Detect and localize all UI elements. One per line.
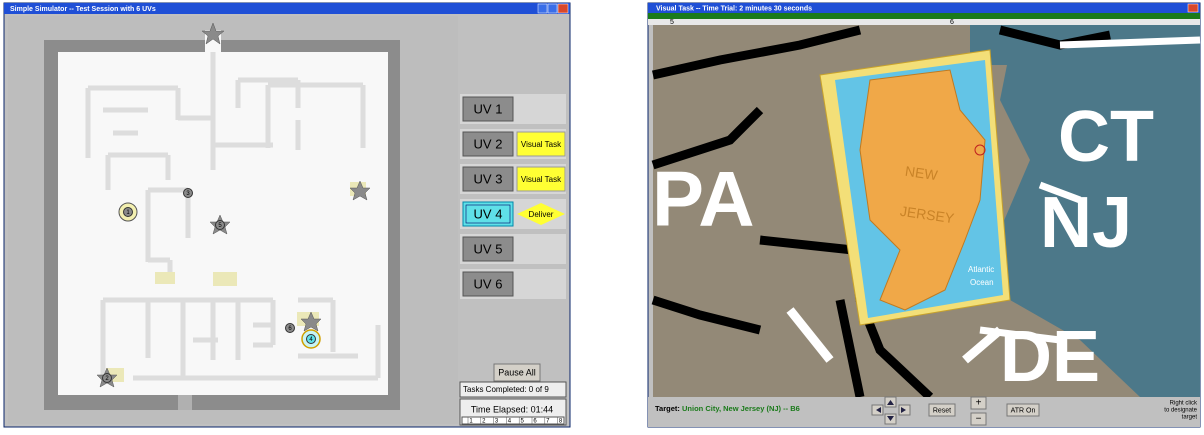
- visual-task-button[interactable]: [516, 166, 566, 192]
- uv-icon-label: 5: [218, 223, 222, 229]
- deliver-label: Deliver: [529, 210, 554, 219]
- uv-label: UV 6: [474, 276, 503, 291]
- visual-task-label: Visual Task: [521, 140, 562, 149]
- uv-button[interactable]: [462, 271, 514, 297]
- timeline-label: 6: [533, 419, 537, 425]
- uv-icon[interactable]: [215, 220, 225, 230]
- atr-label: ATR On: [1011, 407, 1036, 414]
- ruler-label: 6: [950, 19, 954, 26]
- close[interactable]: [1187, 3, 1199, 13]
- uv-icon-label: 6: [288, 326, 292, 332]
- inset-label: JERSEY: [899, 203, 956, 227]
- zoom-in-button[interactable]: [970, 396, 987, 410]
- pause-label: Pause All: [498, 367, 536, 377]
- zoom-in-label: +: [976, 398, 982, 409]
- uv-button[interactable]: [462, 131, 514, 157]
- timeline-label: 5: [521, 419, 525, 425]
- inset-label: Ocean: [970, 278, 994, 287]
- hint: to designate: [1164, 408, 1197, 414]
- zoom-out-label: −: [976, 414, 982, 425]
- target-value: Union City, New Jersey (NJ) -- B6: [682, 404, 800, 413]
- atr-button[interactable]: [1006, 403, 1040, 417]
- maximize[interactable]: [547, 3, 558, 14]
- timeline-label: 1: [469, 419, 473, 425]
- ruler: [648, 19, 1200, 25]
- title-bar: [4, 3, 570, 14]
- map-label: PA: [652, 155, 755, 243]
- map-label: DE: [1000, 317, 1100, 397]
- arrow-icons: [876, 400, 906, 421]
- uv-button[interactable]: [462, 201, 514, 227]
- uv-button[interactable]: [462, 166, 514, 192]
- zoom-out-button[interactable]: [970, 412, 987, 426]
- visual-task-window: Visual Task -- Time Trial: 2 minutes 30 …: [647, 2, 1201, 428]
- exit: [178, 395, 192, 410]
- reset-button[interactable]: [928, 403, 956, 417]
- hint: target: [1182, 415, 1198, 421]
- reset-label: Reset: [933, 407, 951, 414]
- uv-icon[interactable]: [102, 373, 112, 383]
- uv-icon-label: 4: [309, 337, 313, 343]
- tasks-box: [459, 381, 567, 398]
- map-label: CT: [1058, 97, 1154, 177]
- maze-paths: [85, 52, 381, 381]
- timeline-label: 2: [482, 419, 486, 425]
- timeline-label: 7: [546, 419, 550, 425]
- window-title: Visual Task -- Time Trial: 2 minutes 30 …: [656, 5, 812, 12]
- uv-icon[interactable]: [285, 323, 295, 333]
- timeline: [461, 416, 565, 425]
- uv-icon-label: 3: [186, 191, 190, 197]
- map-label: NJ: [1040, 183, 1132, 263]
- progress-bar: [648, 13, 1200, 19]
- satellite-map: [651, 25, 1201, 401]
- uv-button[interactable]: [462, 236, 514, 262]
- uv-label: UV 3: [474, 171, 503, 186]
- timeline-label: 4: [508, 419, 512, 425]
- uv-button-focus: [465, 204, 511, 224]
- close[interactable]: [557, 3, 569, 14]
- title-bar: [648, 3, 1200, 13]
- uv-label: UV 4: [474, 206, 503, 221]
- uv-label: UV 1: [474, 101, 503, 116]
- simulator-window: Simple Simulator -- Test Session with 6 …: [3, 2, 571, 428]
- inset-label: Atlantic: [968, 265, 994, 274]
- uv-icon[interactable]: [123, 207, 133, 217]
- minimize[interactable]: [537, 3, 548, 14]
- target-label: Target:: [655, 404, 680, 413]
- time-elapsed: Time Elapsed: 01:44: [471, 404, 553, 414]
- inset-label: NEW: [904, 163, 939, 183]
- uv-icon[interactable]: [306, 334, 316, 344]
- uv-label: UV 5: [474, 241, 503, 256]
- timeline-label: 3: [495, 419, 499, 425]
- visual-task-button[interactable]: [516, 131, 566, 157]
- uv-icon-label: 2: [105, 376, 109, 382]
- uv-icon[interactable]: [183, 188, 193, 198]
- pause-button[interactable]: [493, 363, 541, 382]
- control-bar: [648, 397, 1200, 427]
- hint: Right click: [1170, 401, 1198, 407]
- timeline-label: 8: [559, 419, 563, 425]
- deliver-button[interactable]: [517, 203, 565, 225]
- uv-icon-label: 1: [126, 210, 130, 216]
- uv-label: UV 2: [474, 136, 503, 151]
- tasks-completed: Tasks Completed: 0 of 9: [463, 385, 549, 394]
- window-title: Simple Simulator -- Test Session with 6 …: [10, 6, 156, 13]
- ruler-label: 5: [670, 19, 674, 26]
- visual-task-label: Visual Task: [521, 175, 562, 184]
- uv-button[interactable]: [462, 96, 514, 122]
